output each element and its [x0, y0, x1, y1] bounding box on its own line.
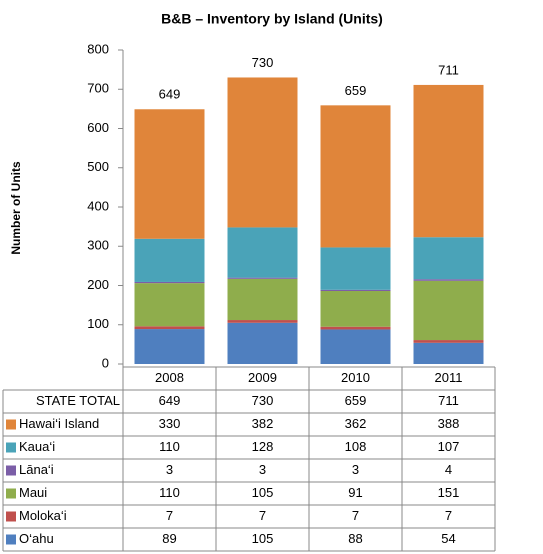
- table-cell: 107: [438, 439, 460, 454]
- legend-label: Kaua‘i: [19, 439, 55, 454]
- bar-segment: [413, 280, 484, 341]
- table-cell: 151: [438, 485, 460, 500]
- table-cell: 3: [259, 462, 266, 477]
- x-tick-label: 2010: [341, 370, 370, 385]
- bar-segment: [413, 84, 484, 238]
- total-label: 730: [252, 55, 274, 70]
- y-tick-label: 600: [87, 120, 109, 135]
- bar-segment: [413, 279, 484, 281]
- bar-segment: [227, 278, 298, 321]
- legend-swatch: [6, 442, 16, 453]
- table-cell: 330: [159, 416, 181, 431]
- bar-segment: [134, 326, 205, 330]
- y-tick-label: 800: [87, 41, 109, 56]
- table-cell: 88: [348, 531, 362, 546]
- table-cell: 711: [438, 393, 459, 408]
- table-cell: 659: [345, 393, 367, 408]
- chart-title: B&B – Inventory by Island (Units): [161, 11, 383, 27]
- x-tick-label: 2011: [435, 370, 463, 385]
- x-tick-label: 2008: [155, 370, 184, 385]
- table-cell: 110: [159, 439, 180, 454]
- bar-segment: [320, 326, 391, 330]
- total-label: 649: [159, 87, 181, 102]
- y-tick-label: 700: [87, 81, 109, 96]
- bar-segment: [320, 105, 391, 248]
- legend-swatch: [6, 488, 16, 499]
- bar-segment: [320, 289, 391, 291]
- table-cell: 3: [166, 462, 173, 477]
- total-label: 659: [345, 83, 367, 98]
- legend-swatch: [6, 465, 16, 476]
- table-cell: 7: [166, 508, 173, 523]
- legend-label: O‘ahu: [19, 531, 54, 546]
- bar-segment: [134, 283, 205, 327]
- row-label: STATE TOTAL: [36, 393, 120, 408]
- bar-segment: [134, 329, 205, 364]
- table-cell: 3: [352, 462, 359, 477]
- y-tick-label: 200: [87, 277, 109, 292]
- table-cell: 91: [348, 485, 362, 500]
- y-tick-label: 300: [87, 238, 109, 253]
- bar-segment: [134, 109, 205, 239]
- bar-segment: [413, 340, 484, 343]
- table-cell: 105: [252, 531, 274, 546]
- bar-segment: [413, 237, 484, 280]
- table-cell: 89: [162, 531, 176, 546]
- bar-segment: [320, 329, 391, 364]
- table-cell: 649: [159, 393, 181, 408]
- bar-segment: [227, 77, 298, 228]
- bar-segment: [320, 247, 391, 290]
- table-cell: 730: [252, 393, 274, 408]
- table-cell: 388: [438, 416, 460, 431]
- table-cell: 4: [445, 462, 452, 477]
- table-cell: 105: [252, 485, 274, 500]
- y-axis-label: Number of Units: [9, 161, 23, 255]
- legend-swatch: [6, 534, 16, 545]
- y-tick-label: 400: [87, 198, 109, 213]
- legend-swatch: [6, 419, 16, 430]
- table-cell: 7: [352, 508, 359, 523]
- y-tick-label: 100: [87, 316, 109, 331]
- y-tick-label: 0: [102, 355, 109, 370]
- legend-swatch: [6, 511, 16, 522]
- legend-label: Lāna‘i: [19, 462, 54, 477]
- bar-segment: [227, 322, 298, 364]
- bar-segment: [413, 342, 484, 364]
- x-tick-label: 2009: [248, 370, 277, 385]
- table-cell: 362: [345, 416, 367, 431]
- table-cell: 382: [252, 416, 274, 431]
- table-cell: 110: [159, 485, 180, 500]
- table-cell: 128: [252, 439, 274, 454]
- table-cell: 108: [345, 439, 367, 454]
- bar-segment: [227, 277, 298, 279]
- bar-segment: [134, 281, 205, 284]
- table-cell: 54: [441, 531, 455, 546]
- bar-segment: [320, 290, 391, 327]
- legend-label: Hawai‘i Island: [19, 416, 99, 431]
- bar-segment: [227, 320, 298, 323]
- legend-label: Maui: [19, 485, 47, 500]
- bar-segment: [227, 227, 298, 278]
- table-cell: 7: [445, 508, 452, 523]
- legend-label: Moloka‘i: [19, 508, 67, 523]
- y-tick-label: 500: [87, 159, 109, 174]
- bar-segment: [134, 238, 205, 282]
- total-label: 711: [438, 62, 459, 77]
- table-cell: 7: [259, 508, 266, 523]
